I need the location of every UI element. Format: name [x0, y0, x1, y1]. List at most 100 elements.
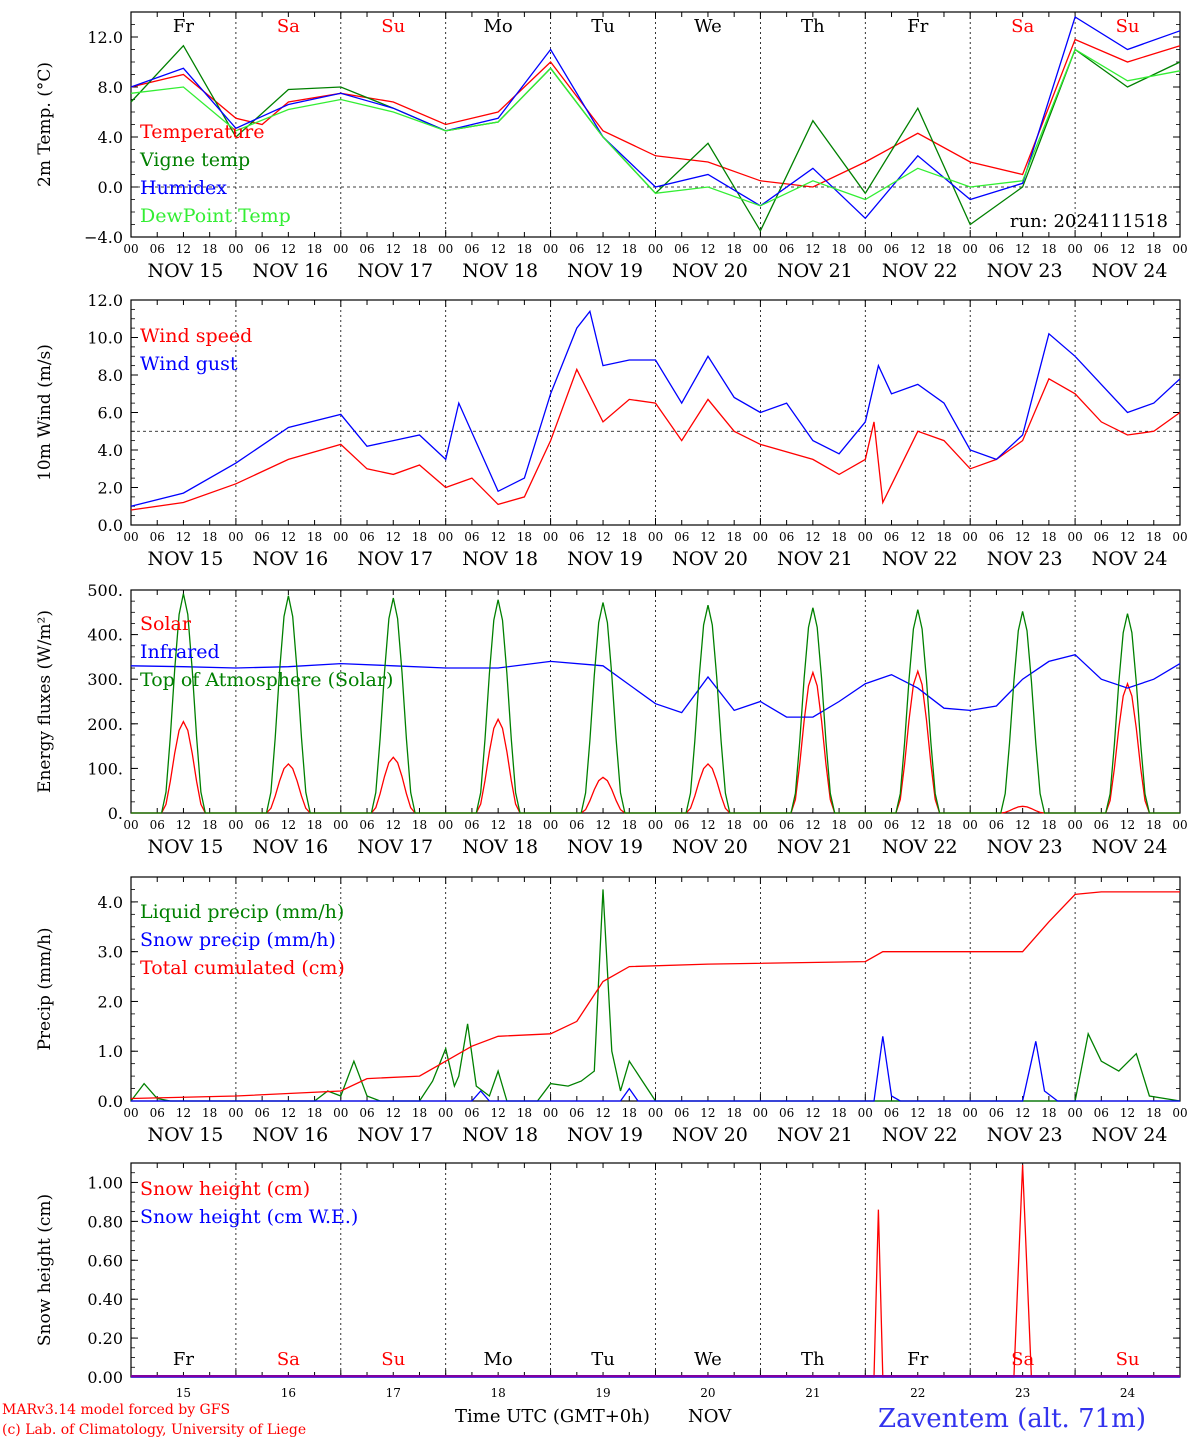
hour-tick-label: 00 — [438, 530, 453, 544]
legend-entry: Wind speed — [140, 325, 252, 347]
y-tick-label: 400. — [87, 626, 123, 645]
hour-tick-label: 06 — [569, 818, 584, 832]
hour-tick-label: 00 — [1067, 818, 1082, 832]
hour-tick-label: 18 — [727, 242, 742, 256]
date-label: NOV 24 — [1092, 260, 1168, 282]
weekday-label: We — [694, 16, 722, 37]
hour-tick-label: 06 — [779, 530, 794, 544]
series-line-wind-speed — [130, 367, 1181, 511]
y-tick-label: 100. — [87, 759, 123, 778]
hour-tick-label: 06 — [254, 1106, 269, 1120]
y-tick-label: 0.60 — [87, 1251, 123, 1270]
date-label: NOV 20 — [672, 1124, 748, 1146]
legend-entry: Infrared — [140, 641, 220, 663]
hour-tick-label: 12 — [281, 530, 296, 544]
hour-tick-label: 00 — [333, 1106, 348, 1120]
date-label: NOV 22 — [882, 548, 958, 570]
hour-tick-label: 00 — [543, 242, 558, 256]
hour-tick-label: 00 — [648, 530, 663, 544]
panel-2: 12.0 10.0 8.0 6.0 4.0 2.0 0.0 10m Wind (m/s) Win… — [35, 291, 1188, 570]
hour-tick-label: 18 — [307, 242, 322, 256]
date-label: NOV 20 — [672, 260, 748, 282]
hour-tick-label: 00 — [963, 1106, 978, 1120]
hour-tick-label: 00 — [963, 818, 978, 832]
y-axis-label: Precip (mm/h) — [35, 927, 55, 1050]
date-label: NOV 17 — [357, 836, 433, 858]
hour-tick-label: 06 — [150, 530, 165, 544]
weekday-label: Fr — [173, 1349, 194, 1370]
weekday-label: Tu — [591, 16, 615, 37]
hour-tick-label: 00 — [858, 242, 873, 256]
hour-tick-label: 06 — [569, 530, 584, 544]
hour-tick-label: 06 — [1094, 242, 1109, 256]
hour-tick-label: 12 — [910, 242, 925, 256]
hour-tick-label: 12 — [595, 1106, 610, 1120]
hour-tick-label: 12 — [281, 818, 296, 832]
hour-tick-label: 06 — [989, 1106, 1004, 1120]
hour-tick-label: 12 — [176, 818, 191, 832]
hour-tick-label: 00 — [858, 530, 873, 544]
hour-tick-label: 00 — [1172, 242, 1187, 256]
hour-tick-label: 06 — [464, 530, 479, 544]
hour-tick-label: 12 — [386, 242, 401, 256]
hour-tick-label: 06 — [464, 242, 479, 256]
hour-tick-label: 00 — [1067, 1106, 1082, 1120]
hour-tick-label: 06 — [674, 1106, 689, 1120]
hour-tick-label: 00 — [543, 818, 558, 832]
hour-tick-label: 12 — [1120, 242, 1135, 256]
model-credit-text: MARv3.14 model forced by GFS — [2, 1402, 230, 1418]
hour-tick-label: 18 — [727, 530, 742, 544]
hour-tick-label: 00 — [1172, 530, 1187, 544]
y-tick-label: 3.0 — [98, 943, 123, 962]
date-label: NOV 23 — [987, 836, 1063, 858]
date-label: NOV 16 — [252, 260, 328, 282]
date-label: NOV 19 — [567, 836, 643, 858]
hour-tick-label: 12 — [491, 1106, 506, 1120]
hour-tick-label: 18 — [412, 242, 427, 256]
hour-tick-label: 06 — [884, 242, 899, 256]
hour-tick-label: 06 — [254, 818, 269, 832]
hour-tick-label: 12 — [491, 530, 506, 544]
date-label: NOV 23 — [987, 548, 1063, 570]
date-label: NOV 24 — [1092, 548, 1168, 570]
hour-tick-label: 18 — [936, 530, 951, 544]
hour-tick-label: 18 — [831, 530, 846, 544]
legend-entry: Liquid precip (mm/h) — [140, 901, 344, 923]
legend-entry: Vigne temp — [139, 149, 250, 171]
hour-tick-label: 06 — [779, 242, 794, 256]
date-label: NOV 21 — [777, 548, 853, 570]
hour-tick-label: 00 — [228, 242, 243, 256]
series-line-top-of-atmosphere-solar- — [131, 593, 1180, 814]
hour-tick-label: 12 — [386, 818, 401, 832]
y-tick-label: 200. — [87, 715, 123, 734]
hour-tick-label: 00 — [648, 818, 663, 832]
hour-tick-label: 18 — [1146, 1106, 1161, 1120]
hour-tick-label: 12 — [281, 1106, 296, 1120]
hour-tick-label: 00 — [123, 1106, 138, 1120]
hour-tick-label: 06 — [359, 530, 374, 544]
station-label: Zaventem (alt. 71m) — [878, 1404, 1146, 1434]
hour-tick-label: 00 — [648, 1106, 663, 1120]
hour-tick-label: 00 — [963, 242, 978, 256]
y-tick-label: 0. — [108, 804, 123, 823]
date-label: NOV 19 — [567, 548, 643, 570]
hour-tick-label: 00 — [228, 818, 243, 832]
hour-tick-label: 06 — [569, 1106, 584, 1120]
hour-tick-label: 00 — [438, 1106, 453, 1120]
legend-entry: Temperature — [140, 121, 264, 143]
hour-tick-label: 12 — [910, 818, 925, 832]
hour-tick-label: 18 — [517, 530, 532, 544]
hour-tick-label: 00 — [543, 1106, 558, 1120]
y-tick-label: 1.0 — [98, 1042, 123, 1061]
weekday-label: Su — [381, 1349, 405, 1370]
day-number-label: 19 — [595, 1386, 610, 1400]
panel-1: 12.0 8.0 4.0 0.0 −4.0 2m Temp. (°C) Temperatur… — [35, 11, 1188, 282]
y-tick-label: 8.0 — [98, 78, 123, 97]
hour-tick-label: 12 — [805, 1106, 820, 1120]
hour-tick-label: 12 — [700, 818, 715, 832]
y-axis-label: Energy fluxes (W/m²) — [35, 610, 55, 793]
hour-tick-label: 06 — [359, 1106, 374, 1120]
hour-tick-label: 18 — [1146, 818, 1161, 832]
date-label: NOV 16 — [252, 836, 328, 858]
hour-tick-label: 12 — [1015, 1106, 1030, 1120]
